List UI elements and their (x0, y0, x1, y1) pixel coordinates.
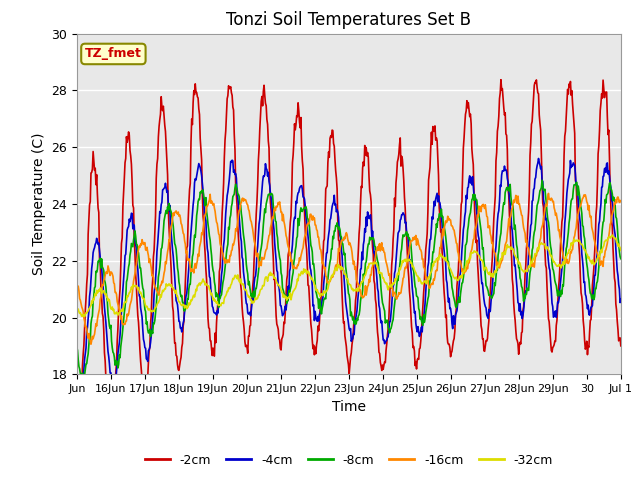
-32cm (237, 281, 245, 287)
-4cm (436, 200, 444, 206)
-4cm (73, 385, 81, 391)
-32cm (617, 248, 625, 253)
-2cm (73, 418, 81, 423)
-2cm (74, 426, 81, 432)
-8cm (436, 211, 444, 217)
-16cm (237, 200, 245, 205)
-4cm (138, 310, 145, 316)
Line: -8cm: -8cm (77, 180, 621, 377)
-16cm (73, 283, 81, 288)
Legend: -2cm, -4cm, -8cm, -16cm, -32cm: -2cm, -4cm, -8cm, -16cm, -32cm (140, 449, 558, 472)
-2cm (617, 343, 625, 349)
-8cm (237, 211, 245, 216)
-4cm (285, 288, 292, 294)
-16cm (617, 199, 625, 204)
-16cm (285, 246, 292, 252)
-32cm (264, 274, 272, 279)
-2cm (406, 288, 413, 294)
-4cm (264, 169, 272, 175)
Line: -2cm: -2cm (77, 80, 621, 429)
-16cm (264, 237, 272, 242)
-32cm (609, 232, 616, 238)
-8cm (80, 374, 88, 380)
-8cm (73, 344, 81, 350)
-4cm (406, 258, 413, 264)
-32cm (436, 253, 444, 259)
-2cm (285, 248, 292, 254)
-16cm (138, 242, 145, 248)
-4cm (617, 296, 625, 302)
-4cm (237, 239, 245, 244)
-8cm (264, 192, 272, 197)
-32cm (406, 256, 413, 262)
Line: -32cm: -32cm (77, 235, 621, 317)
-2cm (138, 367, 145, 373)
Line: -4cm: -4cm (77, 158, 621, 396)
-4cm (534, 156, 542, 161)
Title: Tonzi Soil Temperatures Set B: Tonzi Soil Temperatures Set B (227, 11, 471, 29)
Text: TZ_fmet: TZ_fmet (85, 48, 142, 60)
-16cm (545, 191, 552, 196)
-4cm (77, 393, 85, 398)
-8cm (406, 235, 413, 241)
-2cm (497, 77, 505, 83)
-16cm (87, 341, 95, 347)
-8cm (617, 256, 625, 262)
-32cm (285, 294, 292, 300)
-8cm (538, 178, 546, 183)
Y-axis label: Soil Temperature (C): Soil Temperature (C) (31, 133, 45, 275)
-16cm (406, 244, 413, 250)
-16cm (436, 245, 444, 251)
-2cm (237, 288, 245, 294)
-8cm (138, 272, 145, 278)
-32cm (138, 291, 145, 297)
Line: -16cm: -16cm (77, 193, 621, 344)
-32cm (81, 314, 88, 320)
-2cm (264, 138, 272, 144)
-2cm (436, 215, 444, 220)
-32cm (73, 305, 81, 311)
-8cm (285, 288, 292, 294)
X-axis label: Time: Time (332, 400, 366, 414)
